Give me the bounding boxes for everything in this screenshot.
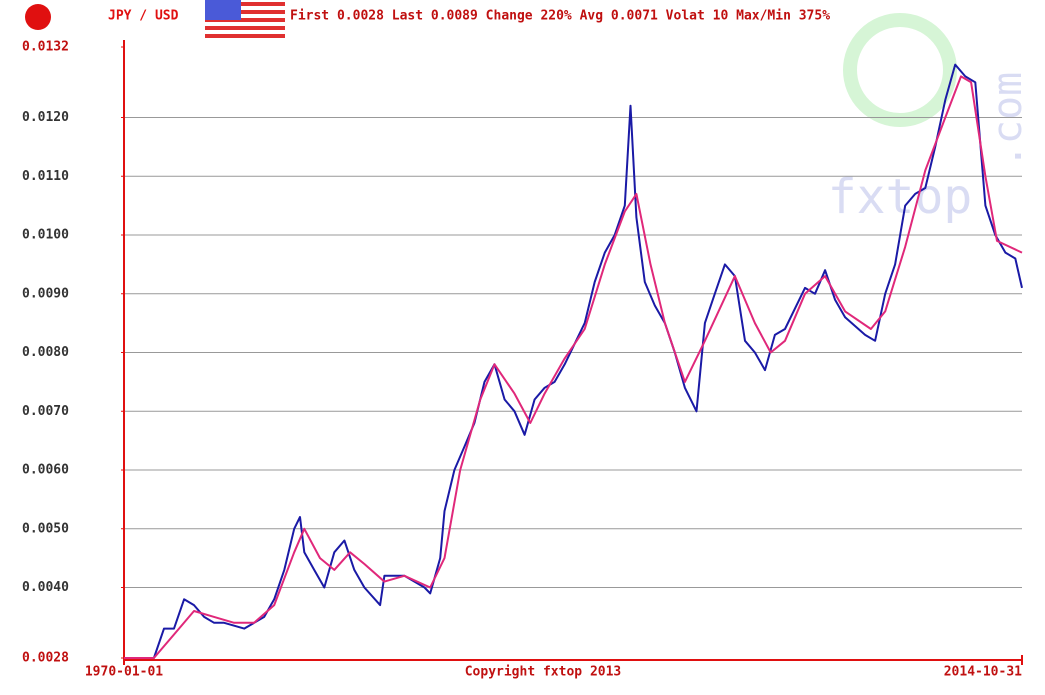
- y-tick-label: 0.0060: [22, 463, 69, 478]
- y-tick-label: 0.0110: [22, 169, 69, 184]
- y-tick-label: 0.0070: [22, 404, 69, 419]
- series-line: [124, 75, 1023, 659]
- y-tick-label: 0.0090: [22, 286, 69, 301]
- y-tick-label: 0.0120: [22, 110, 69, 125]
- watermark-suffix: .com: [985, 72, 1031, 168]
- flag: [205, 0, 285, 38]
- series-line: [124, 63, 1023, 659]
- y-tick-label: 0.0100: [22, 228, 69, 243]
- chart-title: JPY / USD: [108, 9, 179, 24]
- y-tick-label: 0.0050: [22, 521, 69, 536]
- annotation: Copyright fxtop 2013: [465, 665, 622, 680]
- y-tick-label: 0.0132: [22, 40, 69, 55]
- logo-dot: [25, 4, 51, 30]
- x-tick-label: 2014-10-31: [944, 665, 1022, 680]
- logo: [843, 13, 957, 127]
- y-tick-label: 0.0040: [22, 580, 69, 595]
- y-tick-label: 0.0028: [22, 651, 69, 666]
- x-tick-label: 1970-01-01: [85, 665, 163, 680]
- chart-subtitle: First 0.0028 Last 0.0089 Change 220% Avg…: [290, 9, 830, 24]
- y-tick-label: 0.0080: [22, 345, 69, 360]
- watermark: fxtop: [828, 169, 973, 225]
